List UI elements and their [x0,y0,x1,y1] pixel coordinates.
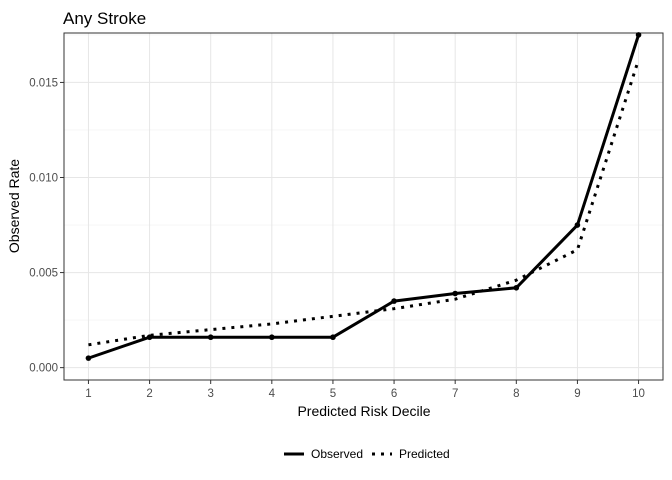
grid-lines [64,33,663,380]
x-tick-label: 7 [452,388,458,400]
data-point-observed [574,222,581,228]
x-tick-label: 9 [574,388,580,400]
x-tick-label: 5 [330,388,336,400]
x-tick-label: 4 [269,388,276,400]
data-point-observed [269,334,275,341]
data-point-observed [85,355,92,361]
chart-title: Any Stroke [63,9,146,28]
plot-panel-border [63,32,664,381]
x-tick-label: 2 [146,388,152,400]
data-point-observed [207,334,214,341]
series-layer [85,32,642,361]
y-tick-label: 0.010 [29,173,58,185]
y-axis-title: Observed Rate [6,159,22,253]
data-point-observed [513,284,520,291]
x-axis-title: Predicted Risk Decile [297,403,430,419]
series-line-predicted [88,59,640,347]
y-axis-ticks: 0.000 0.005 0.010 0.015 [29,77,64,375]
y-tick-label: 0.015 [29,77,58,89]
x-tick-label: 6 [391,388,397,400]
series-line-observed [86,33,641,360]
x-tick-label: 3 [207,388,213,400]
x-tick-label: 8 [513,388,519,400]
legend: Observed Predicted [284,447,450,461]
y-tick-label: 0.005 [29,268,58,280]
data-point-observed [635,32,642,38]
legend-label-observed: Observed [311,447,363,461]
x-axis-ticks: 1 2 3 4 5 6 7 8 9 10 [85,380,645,400]
data-point-observed [452,290,458,297]
data-point-observed [391,298,397,304]
x-tick-label: 1 [85,388,91,400]
data-point-observed [330,334,336,341]
x-tick-label: 10 [632,388,645,400]
legend-label-predicted: Predicted [399,447,450,461]
y-tick-label: 0.000 [29,363,58,375]
